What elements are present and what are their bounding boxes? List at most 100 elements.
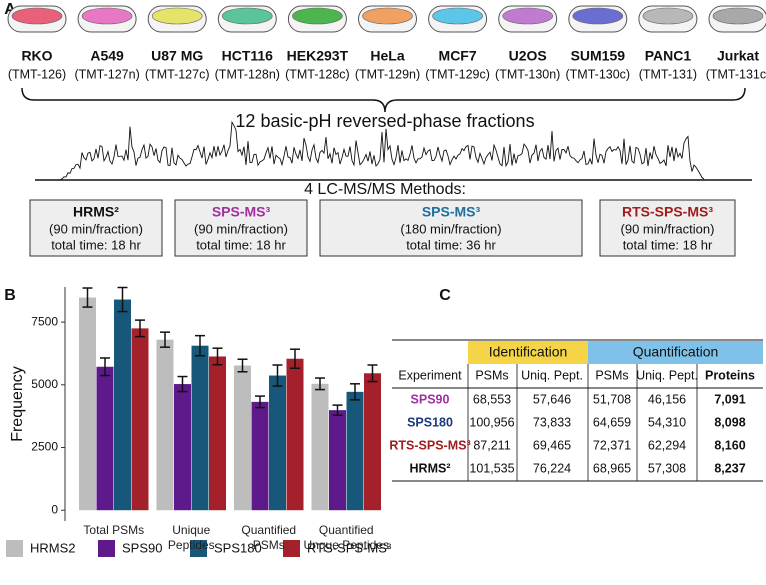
error-bar [212,347,223,366]
fractions-title: 12 basic-pH reversed-phase fractions [235,111,534,131]
table-cell: 8,098 [714,415,745,429]
legend-label: HRMS2 [30,540,76,555]
x-tick-label: Total PSMs [83,523,145,537]
method-box [599,199,736,257]
cell-line-name: RKO [21,48,52,64]
legend-label: SPS180 [214,540,262,555]
method-name: HRMS² [73,204,119,220]
y-tick-label: 7500 [31,314,58,328]
bar [329,410,346,511]
bar [191,345,209,511]
dish-medium [712,7,764,25]
group-header-bg [468,341,588,364]
cell-line-name: A549 [90,48,124,64]
method-detail: total time: 18 hr [51,237,141,252]
method-name: SPS-MS³ [212,204,271,220]
method-box [319,199,583,257]
brace [21,87,746,113]
legend-swatch [98,540,115,557]
dish-medium [572,7,624,25]
dish-medium [11,7,63,25]
cell-line-name: Jurkat [717,48,759,64]
cell-line-tag: (TMT-129n) [355,67,420,81]
column-header: PSMs [595,368,628,382]
cell-line-tag: (TMT-127n) [74,67,139,81]
table-cell: 57,646 [533,392,571,406]
error-bar [160,331,170,348]
table-cell: 57,308 [648,461,686,475]
x-tick-label: Quantified Unque Peptides [303,523,389,552]
panel-label: C [439,287,451,304]
dish-medium [642,7,694,25]
y-tick-label: 0 [51,502,58,516]
bar [251,401,269,511]
bar [209,356,226,511]
cell-line-name: U2OS [509,48,547,64]
method-name: RTS-SPS-MS³ [622,204,713,220]
error-bar [350,383,360,401]
bar [79,297,96,511]
column-header: Uniq. Pept. [636,368,698,382]
column-header: PSMs [475,368,508,382]
bar [234,365,251,511]
bar [364,373,381,511]
dish-medium [151,7,203,25]
bar [286,358,304,511]
dish-medium [81,7,133,25]
method-detail: (90 min/fraction) [621,221,715,236]
error-bar [272,364,283,387]
group-header: Quantification [633,344,719,360]
dish-medium [292,7,343,25]
method-detail: (90 min/fraction) [194,221,288,236]
cell-line-tag: (TMT-131) [639,67,697,81]
method-detail: total time: 18 hr [623,237,713,252]
cell-line-name: MCF7 [439,48,477,64]
error-bar [177,375,188,393]
cell-line-name: HEK293T [287,48,349,64]
method-box [29,199,163,257]
bar [96,366,114,511]
table-cell: 51,708 [593,392,631,406]
method-name: SPS-MS³ [422,204,481,220]
legend-label: RTS-SPS-MS³ [307,540,392,555]
dish-medium [502,7,554,25]
cell-line-name: U87 MG [151,48,203,64]
table-cell: 76,224 [533,461,571,475]
cell-line-name: HCT116 [222,48,274,64]
cell-line-tag: (TMT-126) [8,67,66,81]
table-cell: 64,659 [593,415,631,429]
table-cell: 62,294 [648,438,686,452]
cell-line-name: PANC1 [645,48,692,64]
error-bar [255,395,265,409]
dish-medium [432,7,483,25]
legend-swatch [190,540,207,557]
panel-label: B [4,287,16,304]
error-bar [100,357,110,377]
error-bar [117,286,128,313]
table-cell: 101,535 [469,461,514,475]
table-cell: 100,956 [469,415,514,429]
cell-line-tag: (TMT-127c) [145,67,210,81]
legend-swatch [6,540,23,557]
group-header: Identification [489,344,568,360]
error-bar [237,358,248,373]
y-axis-title: Frequency [9,366,26,442]
error-bar [135,319,145,338]
row-header: SPS90 [411,392,450,406]
bar [156,339,174,511]
cell-line-tag: (TMT-130n) [495,67,560,81]
row-header: RTS-SPS-MS³ [389,438,470,452]
table-cell: 68,965 [593,461,631,475]
cell-line-tag: (TMT-130c) [566,67,631,81]
bar [114,299,131,511]
column-header: Proteins [705,368,755,382]
table-cell: 54,310 [648,415,686,429]
column-header: Uniq. Pept. [521,368,583,382]
method-detail: total time: 18 hr [196,237,286,252]
x-tick-label: Unique Peptides [167,523,215,552]
bar [346,391,364,511]
x-tick-label: Quantified PSMs [241,523,297,552]
cell-line-tag: (TMT-128c) [285,67,350,81]
